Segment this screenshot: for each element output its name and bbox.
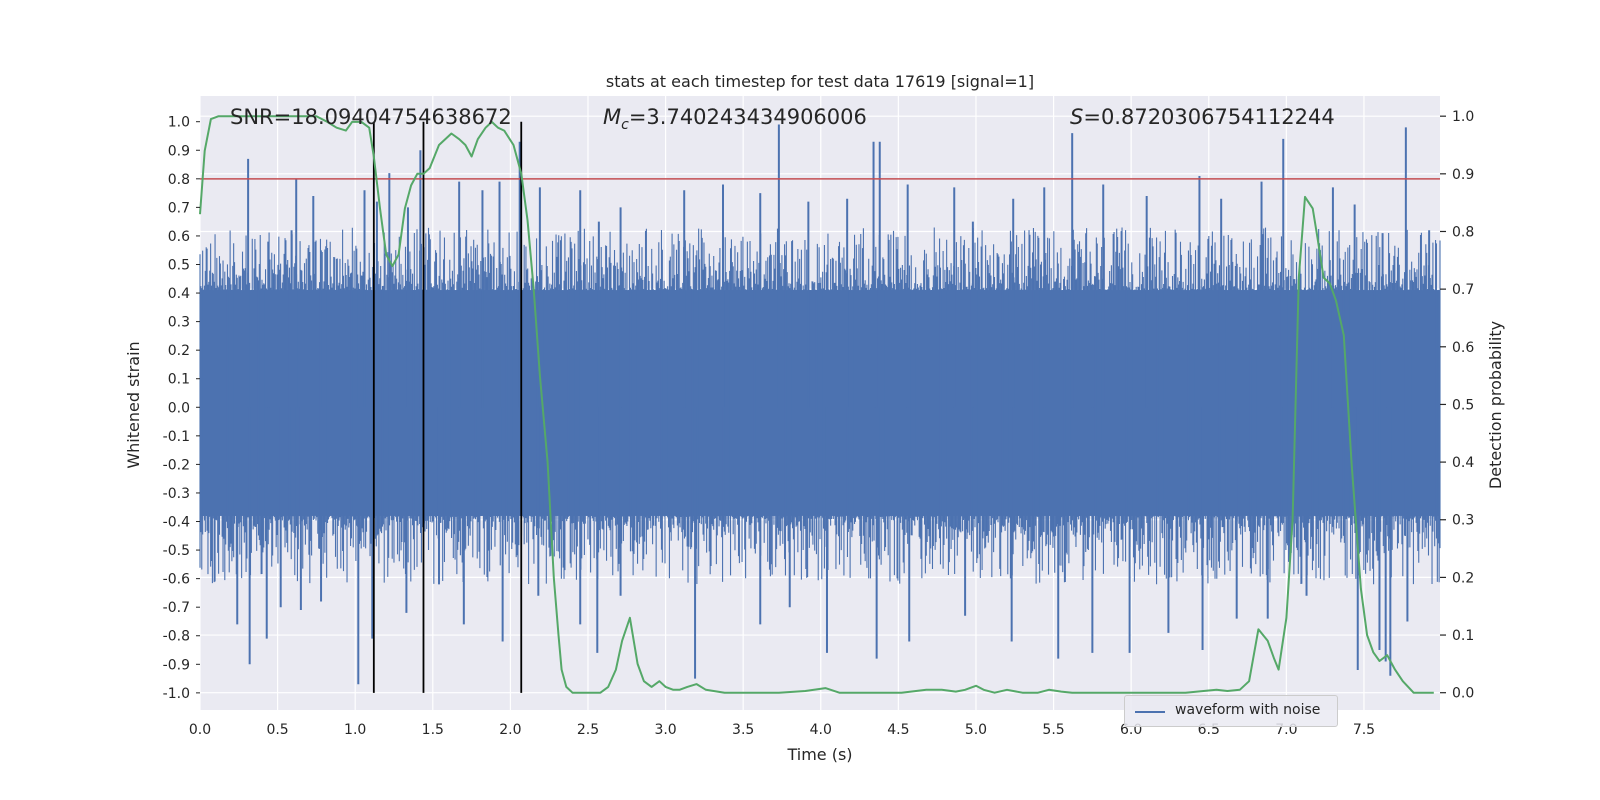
y-right-tick-label: 0.9 (1452, 167, 1474, 183)
y-tick-label: -0.2 (163, 457, 190, 473)
y-tick-label: 0.3 (168, 315, 190, 331)
y-tick-label: -0.7 (163, 600, 190, 616)
y-tick-label: -1.0 (163, 686, 190, 702)
y-axis-label: Whitened strain (124, 341, 143, 468)
y-tick-label: 0.9 (168, 143, 190, 159)
x-tick-label: 1.0 (344, 722, 366, 738)
y-tick-label: 0.4 (168, 286, 190, 302)
y-tick-label: 0.6 (168, 229, 190, 245)
waveform-series (199, 124, 1441, 685)
y-tick-label: 0.2 (168, 343, 190, 359)
chart-title: stats at each timestep for test data 176… (606, 72, 1034, 91)
x-tick-label: 7.5 (1353, 722, 1375, 738)
y-tick-label: 0.8 (168, 172, 190, 188)
y-right-tick-label: 0.6 (1452, 340, 1474, 356)
mc-value: =3.740243434906006 (629, 105, 867, 129)
y-right-tick-label: 0.5 (1452, 397, 1474, 413)
y-right-tick-label: 0.0 (1452, 686, 1474, 702)
axes: 0.0 0.5 1.0 1.5 2.0 2.5 3.0 3.5 4.0 4.5 5.0 5.5 6.0 6… (163, 109, 1475, 738)
s-symbol: S (1070, 105, 1083, 129)
y-right-axis-label: Detection probability (1486, 321, 1505, 489)
y-right-tick-label: 0.4 (1452, 455, 1474, 471)
x-tick-label: 0.5 (266, 722, 288, 738)
x-tick-label: 3.0 (654, 722, 676, 738)
x-tick-label: 2.5 (577, 722, 599, 738)
probability-line (199, 115, 1434, 694)
x-tick-label: 0.0 (189, 722, 211, 738)
x-axis-label: Time (s) (786, 745, 852, 764)
y-tick-label: -0.5 (163, 543, 190, 559)
x-tick-label: 2.0 (499, 722, 521, 738)
x-tick-label: 4.0 (810, 722, 832, 738)
y-tick-label: -0.8 (163, 629, 190, 645)
x-tick-label: 5.0 (965, 722, 987, 738)
y-tick-label: 0.5 (168, 257, 190, 273)
y-tick-label: 0.7 (168, 200, 190, 216)
legend: waveform with noise (1124, 695, 1338, 727)
mc-symbol: M (603, 105, 621, 129)
s-annotation: S=0.8720306754112244 (1070, 105, 1335, 129)
vertical-markers (372, 121, 523, 693)
y-right-tick-label: 0.8 (1452, 224, 1474, 240)
mc-subscript: c (621, 117, 629, 133)
y-tick-label: -0.6 (163, 572, 190, 588)
x-tick-label: 1.5 (422, 722, 444, 738)
y-tick-label: 0.0 (168, 400, 190, 416)
y-right-tick-label: 1.0 (1452, 109, 1474, 125)
y-tick-label: -0.3 (163, 486, 190, 502)
mc-annotation: Mc=3.740243434906006 (603, 105, 867, 133)
s-value: =0.8720306754112244 (1083, 105, 1334, 129)
y-tick-label: -0.4 (163, 515, 190, 531)
y-tick-label: -0.1 (163, 429, 190, 445)
y-right-tick-label: 0.1 (1452, 628, 1474, 644)
y-right-tick-label: 0.3 (1452, 513, 1474, 529)
x-tick-label: 5.5 (1042, 722, 1064, 738)
y-tick-label: 1.0 (168, 115, 190, 131)
legend-swatch-waveform (1135, 711, 1165, 713)
y-right-tick-label: 0.7 (1452, 282, 1474, 298)
x-tick-label: 4.5 (887, 722, 909, 738)
y-tick-label: -0.9 (163, 657, 190, 673)
y-tick-label: 0.1 (168, 372, 190, 388)
snr-annotation: SNR=18.09404754638672 (230, 105, 512, 129)
y-right-tick-label: 0.2 (1452, 570, 1474, 586)
x-tick-label: 3.5 (732, 722, 754, 738)
probability-series (199, 115, 1434, 694)
legend-label-waveform: waveform with noise (1175, 702, 1321, 718)
